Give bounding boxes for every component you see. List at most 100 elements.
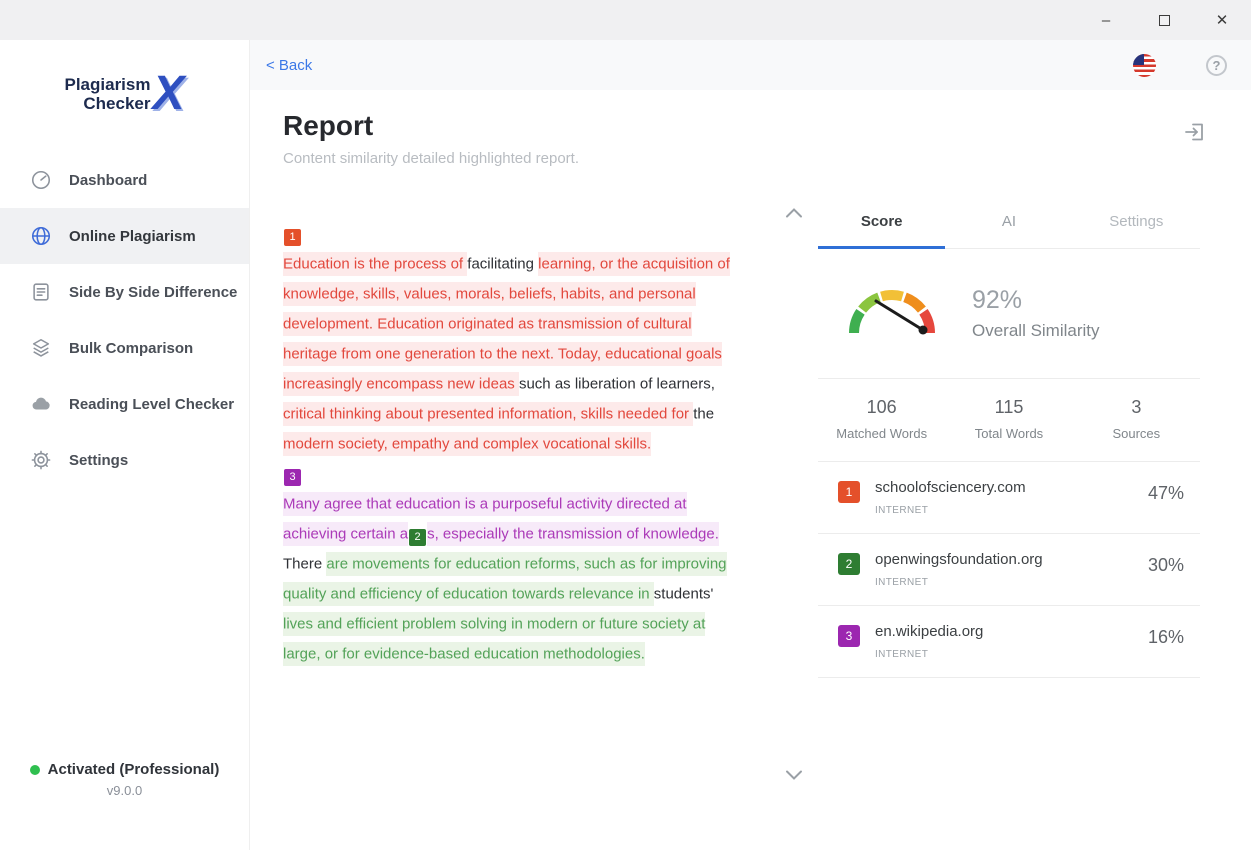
back-link[interactable]: < Back xyxy=(266,56,313,74)
stat-value: 115 xyxy=(994,397,1024,417)
chevron-up-icon xyxy=(786,208,802,218)
sidebar-item-settings[interactable]: Settings xyxy=(0,432,249,488)
sidebar-item-label: Settings xyxy=(69,451,129,469)
source-info: openwingsfoundation.org INTERNET xyxy=(875,551,1043,588)
tabs: Score AI Settings xyxy=(818,195,1200,249)
activation-status: Activated (Professional) xyxy=(0,761,249,778)
document-lines-icon xyxy=(30,281,52,303)
sidebar-item-label: Online Plagiarism xyxy=(69,227,196,245)
source-number-badge: 2 xyxy=(838,553,860,575)
doc-segment: modern society, empathy and complex voca… xyxy=(283,431,652,456)
divider xyxy=(818,461,1200,462)
source-percent: 47% xyxy=(1147,483,1184,503)
source-number-badge: 3 xyxy=(838,625,860,647)
doc-segment: the xyxy=(693,405,715,422)
divider xyxy=(818,378,1200,379)
doc-segment: Education is the process of xyxy=(283,251,468,276)
page-title: Report xyxy=(283,110,374,141)
top-right-controls: ? xyxy=(1133,53,1227,77)
app-logo-text: Plagiarism Checker xyxy=(64,75,150,113)
sidebar-item-online-plagiarism[interactable]: Online Plagiarism xyxy=(0,208,249,264)
overall-score-row: 92% Overall Similarity xyxy=(818,249,1200,378)
chevron-down-icon xyxy=(786,770,802,780)
help-icon[interactable]: ? xyxy=(1206,54,1227,76)
language-flag-icon[interactable] xyxy=(1133,53,1156,77)
doc-segment: s, especially the transmission of knowle… xyxy=(427,521,719,546)
scroll-up-button[interactable] xyxy=(784,207,804,219)
document-panel: 1 Education is the process of facilitatin… xyxy=(283,195,806,795)
content-area: 1 Education is the process of facilitatin… xyxy=(250,167,1251,795)
activation-status-block: Activated (Professional) v9.0.0 xyxy=(0,761,249,798)
report-title-block: Report Content similarity detailed highl… xyxy=(283,110,579,167)
page-subtitle: Content similarity detailed highlighted … xyxy=(283,150,579,167)
app-version: v9.0.0 xyxy=(106,783,143,798)
stats-row: 106 Matched Words 115 Total Words 3 Sour… xyxy=(818,379,1200,461)
source-row[interactable]: 2 openwingsfoundation.org INTERNET 30% xyxy=(818,534,1200,606)
stat-label: Matched Words xyxy=(836,426,928,441)
sidebar-item-label: Side By Side Difference xyxy=(69,283,238,301)
source-domain: schoolofsciencery.com xyxy=(875,479,1026,496)
doc-segment: There xyxy=(283,555,327,572)
tab-ai[interactable]: AI xyxy=(1001,213,1017,230)
stat-matched-words: 106 Matched Words xyxy=(818,397,945,441)
stat-label: Sources xyxy=(1112,426,1161,441)
logo-line2: Checker xyxy=(83,94,151,113)
sidebar-item-label: Bulk Comparison xyxy=(69,339,194,357)
source-domain: openwingsfoundation.org xyxy=(875,551,1043,568)
source-type: INTERNET xyxy=(875,505,929,516)
tab-settings[interactable]: Settings xyxy=(1109,213,1164,230)
app-logo: Plagiarism Checker X xyxy=(0,66,249,122)
stat-label: Total Words xyxy=(974,426,1044,441)
overall-score-text: 92% Overall Similarity xyxy=(972,286,1100,341)
gear-icon xyxy=(30,449,52,471)
main-area: < Back ? Report Content similarity detai… xyxy=(250,40,1251,850)
match-badge-3[interactable]: 3 xyxy=(284,468,301,486)
sidebar-item-bulk-comparison[interactable]: Bulk Comparison xyxy=(0,320,249,376)
minimize-button[interactable]: – xyxy=(1101,11,1111,29)
source-percent: 30% xyxy=(1147,555,1184,575)
source-type: INTERNET xyxy=(875,649,929,660)
doc-segment: lives and efficient problem solving in m… xyxy=(283,611,706,666)
source-number-badge: 1 xyxy=(838,481,860,503)
sidebar-item-reading-level[interactable]: Reading Level Checker xyxy=(0,376,249,432)
dashboard-icon xyxy=(30,169,52,191)
source-type: INTERNET xyxy=(875,577,929,588)
similarity-gauge xyxy=(842,275,946,352)
stat-total-words: 115 Total Words xyxy=(945,397,1072,441)
source-domain: en.wikipedia.org xyxy=(875,623,984,640)
layers-icon xyxy=(30,337,52,359)
globe-icon xyxy=(30,225,52,247)
source-info: en.wikipedia.org INTERNET xyxy=(875,623,983,660)
scroll-down-button[interactable] xyxy=(784,769,804,781)
activation-status-text: Activated (Professional) xyxy=(47,761,220,778)
doc-segment: learning, or the acquisition of knowledg… xyxy=(283,251,730,396)
source-info: schoolofsciencery.com INTERNET xyxy=(875,479,1026,516)
logo-x-mark: X xyxy=(152,67,185,120)
match-badge-2[interactable]: 2 xyxy=(409,528,427,546)
report-header: Report Content similarity detailed highl… xyxy=(250,90,1251,167)
sidebar-item-side-by-side[interactable]: Side By Side Difference xyxy=(0,264,249,320)
source-percent: 16% xyxy=(1147,627,1184,647)
source-row[interactable]: 3 en.wikipedia.org INTERNET 16% xyxy=(818,606,1200,678)
activation-dot-icon xyxy=(29,764,40,775)
sidebar-item-label: Dashboard xyxy=(69,171,148,189)
maximize-button[interactable] xyxy=(1135,0,1193,40)
main-top-bar: < Back ? xyxy=(250,40,1251,90)
export-report-button[interactable] xyxy=(1183,120,1207,149)
source-row[interactable]: 1 schoolofsciencery.com INTERNET 47% xyxy=(818,462,1200,534)
doc-segment: critical thinking about presented inform… xyxy=(283,401,694,426)
sidebar: Plagiarism Checker X Dashboard Online Pl… xyxy=(0,40,250,850)
document-text: 1 Education is the process of facilitatin… xyxy=(283,195,733,669)
maximize-icon xyxy=(1158,14,1170,26)
sidebar-nav: Dashboard Online Plagiarism Side By Side… xyxy=(0,152,249,488)
stat-value: 106 xyxy=(866,397,897,417)
doc-segment: facilitating xyxy=(467,255,539,272)
cloud-icon xyxy=(30,393,52,415)
tab-score[interactable]: Score xyxy=(818,195,946,249)
match-badge-1[interactable]: 1 xyxy=(284,228,301,246)
sidebar-item-label: Reading Level Checker xyxy=(69,395,235,413)
close-button[interactable]: ✕ xyxy=(1215,12,1229,29)
sidebar-item-dashboard[interactable]: Dashboard xyxy=(0,152,249,208)
export-icon xyxy=(1185,123,1203,141)
doc-segment: students' xyxy=(653,585,714,602)
